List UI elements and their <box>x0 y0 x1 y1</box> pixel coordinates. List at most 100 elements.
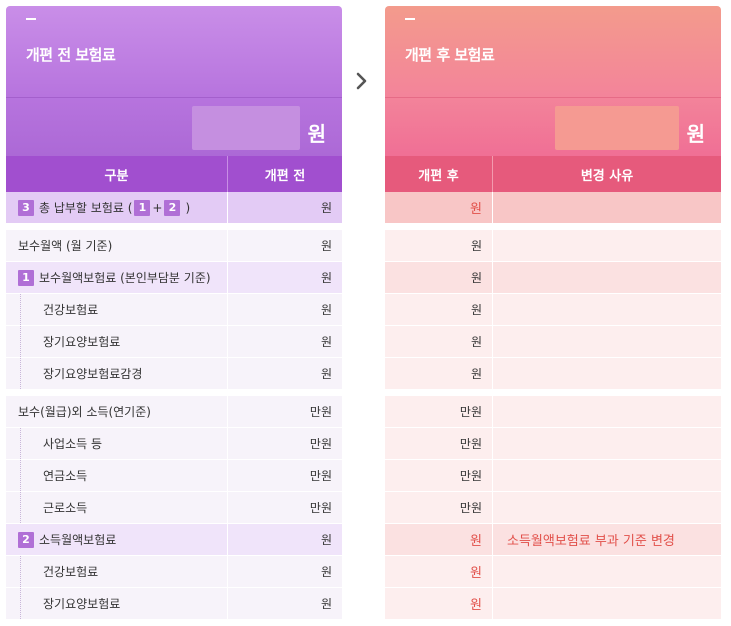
header-before: 개편 전 <box>264 168 306 184</box>
table-row: 2 소득월액보험료 원 <box>6 524 342 556</box>
table-row: 장기요양보험료 원 <box>6 326 342 358</box>
row-label: 사업소득 등 <box>6 428 228 459</box>
header-after: 개편 후 <box>385 156 493 192</box>
change-reason <box>493 460 721 491</box>
after-value: 원 <box>385 588 493 619</box>
badge-3: 3 <box>18 199 34 216</box>
table-row: 만원 <box>385 428 721 460</box>
change-reason <box>493 428 721 459</box>
before-total-amount <box>192 106 300 150</box>
after-value: 원 <box>385 358 493 389</box>
before-total-unit: 원 <box>307 122 326 146</box>
header-gubun: 구분 <box>6 156 228 192</box>
table-row: 건강보험료 원 <box>6 556 342 588</box>
row-label: 건강보험료 <box>6 556 228 587</box>
badge-2: 2 <box>164 199 181 216</box>
row-label-text: 총 납부할 보험료 ( <box>39 201 133 215</box>
row-label: 2 소득월액보험료 <box>6 524 228 555</box>
change-reason <box>493 294 721 325</box>
row-label: 장기요양보험료 <box>6 326 228 357</box>
table-row: 원 <box>385 556 721 588</box>
before-title: 개편 전 보험료 <box>26 46 116 64</box>
table-row: 장기요양보험료 원 <box>6 588 342 620</box>
change-reason <box>493 326 721 357</box>
table-row: 원 <box>385 230 721 262</box>
before-value: 원 <box>228 230 342 261</box>
change-reason: 소득월액보험료 부과 기준 변경 <box>493 524 721 555</box>
after-value: 원 <box>385 230 493 261</box>
row-label-text: 건강보험료 <box>20 556 98 587</box>
table-row: 건강보험료 원 <box>6 294 342 326</box>
after-value: 원 <box>385 326 493 357</box>
row-label: 장기요양보험료 <box>6 588 228 619</box>
table-row: 연금소득 만원 <box>6 460 342 492</box>
before-value: 만원 <box>228 396 342 427</box>
row-label-text: 장기요양보험료 <box>20 326 120 357</box>
change-reason <box>493 262 721 293</box>
plus-sign: + <box>152 200 163 215</box>
divider <box>385 97 721 98</box>
row-label-text: 소득월액보험료 <box>39 533 117 547</box>
header-reason: 변경 사유 <box>580 168 634 184</box>
row-label: 건강보험료 <box>6 294 228 325</box>
table-row: 원 <box>385 262 721 294</box>
table-row: 장기요양보험료감경 원 <box>6 358 342 390</box>
divider <box>6 97 342 98</box>
change-reason <box>493 556 721 587</box>
after-value: 만원 <box>385 396 493 427</box>
chevron-right-icon <box>356 72 367 90</box>
after-total-unit: 원 <box>686 122 705 146</box>
after-panel: 개편 후 보험료 원 개편 후 변경 사유 원 원 원 원 원 원 만원 만원 <box>385 6 721 620</box>
row-label-text: 사업소득 등 <box>20 428 102 459</box>
table-row: 원 <box>385 358 721 390</box>
table-row: 원 <box>385 326 721 358</box>
row-total: 3 총 납부할 보험료 ( 1 + 2 ) 원 <box>6 192 342 224</box>
table-row: 1 보수월액보험료 (본인부담분 기준) 원 <box>6 262 342 294</box>
change-reason <box>493 358 721 389</box>
change-reason <box>493 588 721 619</box>
before-value: 원 <box>228 294 342 325</box>
row-label-text: 보수월액보험료 (본인부담분 기준) <box>39 271 211 285</box>
change-reason <box>493 192 721 223</box>
table-row: 근로소득 만원 <box>6 492 342 524</box>
after-value: 원 <box>385 294 493 325</box>
row-label-text: 근로소득 <box>20 492 87 523</box>
after-value: 원 <box>385 556 493 587</box>
row-label: 장기요양보험료감경 <box>6 358 228 389</box>
row-label-text: 건강보험료 <box>20 294 98 325</box>
before-value: 원 <box>228 326 342 357</box>
table-row: 원 <box>385 294 721 326</box>
before-value: 원 <box>228 262 342 293</box>
after-value: 만원 <box>385 492 493 523</box>
after-title: 개편 후 보험료 <box>405 46 495 64</box>
row-label: 보수월액 (월 기준) <box>6 230 228 261</box>
dash-decoration <box>405 18 415 20</box>
close-paren: ) <box>185 200 191 215</box>
change-reason <box>493 230 721 261</box>
before-value: 원 <box>228 556 342 587</box>
after-value: 만원 <box>385 428 493 459</box>
after-header-card: 개편 후 보험료 원 <box>385 6 721 156</box>
before-value: 만원 <box>228 460 342 491</box>
before-value: 원 <box>228 192 342 223</box>
row-label: 연금소득 <box>6 460 228 491</box>
before-header-card: 개편 전 보험료 원 <box>6 6 342 156</box>
row-label: 보수(월급)외 소득(연기준) <box>6 396 228 427</box>
before-panel: 개편 전 보험료 원 구분 개편 전 3 총 납부할 보험료 ( 1 + 2 )… <box>6 6 342 620</box>
table-row: 보수(월급)외 소득(연기준) 만원 <box>6 396 342 428</box>
before-table-header: 구분 개편 전 <box>6 156 342 192</box>
table-row: 만원 <box>385 492 721 524</box>
table-row: 만원 <box>385 396 721 428</box>
badge-1: 1 <box>18 269 34 286</box>
table-row: 원 소득월액보험료 부과 기준 변경 <box>385 524 721 556</box>
row-label: 근로소득 <box>6 492 228 523</box>
row-total: 원 <box>385 192 721 224</box>
badge-1: 1 <box>134 199 151 216</box>
before-value: 원 <box>228 358 342 389</box>
row-label-text: 장기요양보험료감경 <box>20 358 142 389</box>
change-reason <box>493 492 721 523</box>
row-label-text: 연금소득 <box>20 460 87 491</box>
table-row: 사업소득 등 만원 <box>6 428 342 460</box>
after-value: 원 <box>385 524 493 555</box>
row-label-text: 장기요양보험료 <box>20 588 120 619</box>
